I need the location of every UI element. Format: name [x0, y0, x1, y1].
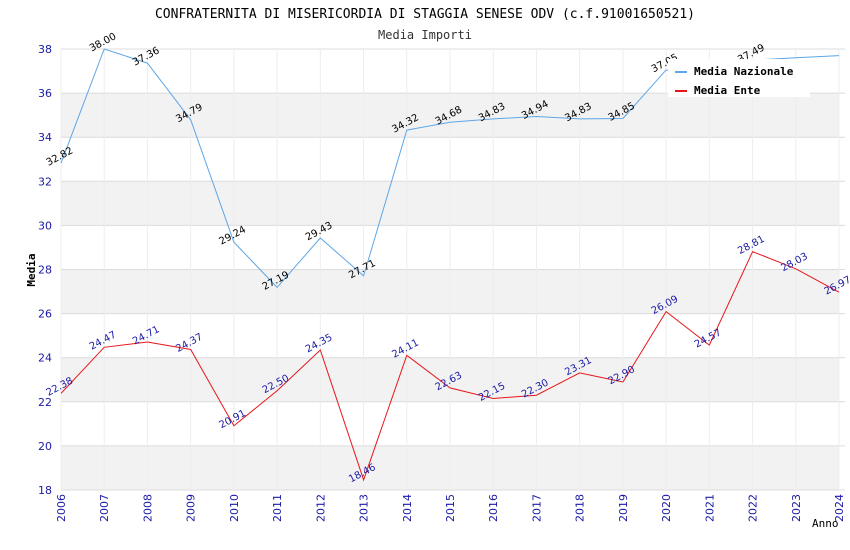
x-tick-label: 2014: [401, 494, 414, 522]
y-tick-label: 20: [38, 440, 52, 453]
legend-box: [668, 59, 810, 97]
y-tick-label: 22: [38, 396, 52, 409]
x-tick-label: 2013: [358, 494, 371, 522]
x-tick-label: 2010: [228, 494, 241, 522]
x-tick-label: 2006: [55, 494, 68, 522]
series-line-ente: [60, 250, 840, 482]
chart-subtitle: Media Importi: [378, 28, 472, 42]
y-axis-ticks: 18 20 22 24 26 28 30 32 34 36 38: [38, 43, 52, 497]
y-tick-label: 30: [38, 219, 52, 232]
y-tick-label: 38: [38, 43, 52, 56]
x-tick-label: 2021: [703, 494, 716, 522]
legend-label-ente: Media Ente: [694, 84, 761, 97]
gridlines: [60, 48, 845, 491]
legend: Media Nazionale Media Ente: [668, 59, 810, 97]
y-tick-label: 36: [38, 87, 52, 100]
x-tick-label: 2015: [444, 494, 457, 522]
x-tick-label: 2009: [185, 494, 198, 522]
x-tick-label: 2007: [98, 494, 111, 522]
chart-title: CONFRATERNITA DI MISERICORDIA DI STAGGIA…: [155, 7, 695, 22]
x-tick-label: 2023: [790, 494, 803, 522]
y-tick-label: 26: [38, 308, 52, 321]
x-tick-label: 2016: [487, 494, 500, 522]
x-tick-label: 2017: [530, 494, 543, 522]
y-tick-label: 34: [38, 131, 52, 144]
x-tick-label: 2022: [747, 494, 760, 522]
legend-label-nazionale: Media Nazionale: [694, 65, 794, 78]
x-tick-label: 2011: [271, 494, 284, 522]
x-tick-label: 2020: [660, 494, 673, 522]
x-tick-label: 2024: [833, 494, 846, 522]
y-tick-label: 18: [38, 484, 52, 497]
x-tick-label: 2019: [617, 494, 630, 522]
x-axis-ticks: 2006 2007 2008 2009 2010 2011 2012 2013 2014 2015…: [55, 494, 846, 522]
x-tick-label: 2018: [574, 494, 587, 522]
y-tick-label: 24: [38, 352, 52, 365]
x-axis-label: Anno: [812, 517, 839, 530]
x-tick-label: 2008: [141, 494, 154, 522]
x-tick-label: 2012: [314, 494, 327, 522]
y-axis-label: Media: [25, 253, 38, 286]
y-tick-label: 28: [38, 264, 52, 277]
y-tick-label: 32: [38, 175, 52, 188]
